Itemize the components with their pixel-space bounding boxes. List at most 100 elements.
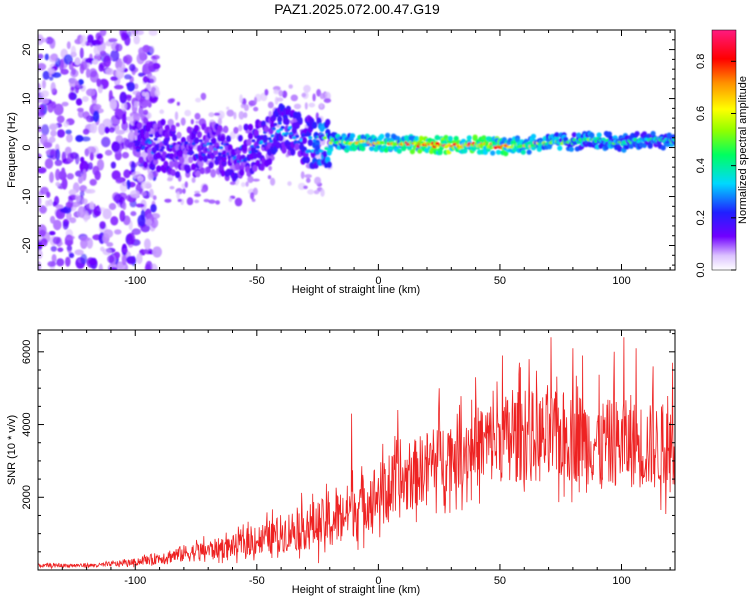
spectrogram-cell (104, 149, 113, 156)
spectrogram-cell (54, 159, 63, 166)
spectrogram-cell (601, 137, 606, 141)
spectrogram-cell (160, 118, 166, 126)
spectrogram-cell (503, 151, 509, 157)
spectrogram-cell (252, 178, 260, 182)
spectrogram-cell (79, 190, 85, 197)
spectrogram-cell (245, 181, 249, 187)
y-tick-label: 10 (21, 92, 33, 104)
spectrogram-cell (51, 253, 57, 263)
spectrogram-cell (304, 102, 308, 110)
spectrogram-cell (304, 174, 312, 179)
spectrogram-cell (79, 185, 88, 192)
spectrogram-cell (163, 141, 168, 146)
spectrogram-cell (122, 248, 128, 254)
spectrogram-cell (119, 210, 126, 222)
spectrogram-cell (471, 146, 477, 152)
spectrogram-cell (56, 115, 65, 124)
spectrogram-cell (137, 122, 143, 130)
spectrogram-cell (56, 258, 65, 267)
spectrogram-cell (177, 150, 184, 158)
spectrogram-cell (103, 229, 114, 239)
spectrogram-cell (250, 192, 255, 200)
spectrogram-cell (47, 103, 54, 113)
colorbar-tick-label: 0.4 (695, 158, 707, 173)
colorbar-tick-label: 0.6 (695, 106, 707, 121)
spectrogram-cell (308, 102, 316, 108)
spectrogram-cell (198, 139, 203, 143)
spectrogram-cell (148, 78, 155, 84)
x-tick-label: 50 (494, 275, 506, 287)
spectrogram-cell (312, 93, 316, 102)
snr-frame (37, 329, 676, 571)
x-tick-label: -50 (249, 275, 265, 287)
x-tick-label: 100 (612, 575, 630, 587)
spectrogram-cell (48, 231, 56, 236)
spectrogram-cell (153, 137, 158, 141)
spectrogram-cell (68, 60, 74, 71)
spectrogram-cell (96, 159, 105, 171)
spectrogram-cell (47, 199, 53, 206)
spectrogram-cell (303, 185, 308, 190)
spectrogram-cell (89, 152, 94, 161)
spectrogram-cell (316, 89, 321, 97)
spectrogram-cell (132, 90, 141, 96)
spectrogram-cell (313, 190, 320, 195)
spectrogram-cell (87, 162, 93, 170)
spectrogram-cell (234, 163, 240, 170)
spectrogram-cell (253, 106, 259, 112)
spectrogram-cell (152, 170, 159, 178)
spectrogram-cell (49, 148, 58, 160)
snr-series-line (38, 337, 675, 570)
spectrogram-cell (315, 139, 320, 143)
spectrogram-cell (167, 177, 173, 182)
spectrogram-cell (119, 182, 128, 193)
spectrogram-cell (434, 135, 440, 141)
spectrogram-cell (227, 144, 233, 152)
spectrogram-cell (74, 57, 81, 66)
spectrogram-cell (319, 102, 324, 109)
spectrogram-cell (108, 127, 116, 133)
x-tick-label: -50 (249, 575, 265, 587)
spectrogram-cell (146, 138, 151, 142)
spectrogram-frame (37, 29, 676, 271)
spectrogram-cell (226, 106, 230, 110)
spectrogram-cell (306, 177, 311, 183)
spectrogram-cell (314, 135, 319, 139)
spectrogram-cell (89, 68, 98, 78)
spectrogram-cell (290, 148, 296, 156)
spectrogram-cell (115, 60, 120, 69)
snr-marks (38, 337, 675, 570)
spectrogram-y-label: Frequency (Hz) (6, 112, 18, 188)
spectrogram-cell (152, 195, 157, 201)
spectrogram-cell (202, 155, 208, 163)
spectrogram-cell (282, 90, 288, 99)
spectrogram-cell (304, 124, 308, 129)
spectrogram-cell (267, 175, 272, 180)
spectrogram-cell (110, 161, 116, 169)
spectrogram-cell (252, 187, 258, 196)
spectrogram-cell (195, 120, 199, 124)
spectrogram-cell (184, 141, 189, 145)
spectrogram-cell (211, 137, 217, 145)
spectrogram-cell (277, 121, 282, 125)
spectrogram-cell (262, 134, 268, 142)
spectrogram-cell (176, 101, 180, 106)
spectrogram-cell (96, 35, 104, 46)
x-tick-label: -100 (124, 275, 146, 287)
spectrogram-cell (121, 254, 127, 266)
spectrogram-cell (109, 98, 117, 110)
spectrogram-cell (387, 145, 394, 151)
spectrogram-cell (38, 111, 45, 117)
spectrogram-cell (70, 86, 75, 92)
spectrogram-cell (39, 205, 47, 214)
spectrogram-cell (66, 173, 74, 180)
spectrogram-cell (268, 139, 273, 143)
spectrogram-cell (147, 148, 153, 156)
spectrogram-cell (70, 45, 76, 57)
spectrogram-cell (208, 144, 214, 152)
spectrogram-cell (113, 193, 123, 204)
spectrogram-cell (79, 47, 84, 59)
spectrogram-cell (301, 137, 308, 144)
spectrogram-cell (53, 219, 62, 231)
